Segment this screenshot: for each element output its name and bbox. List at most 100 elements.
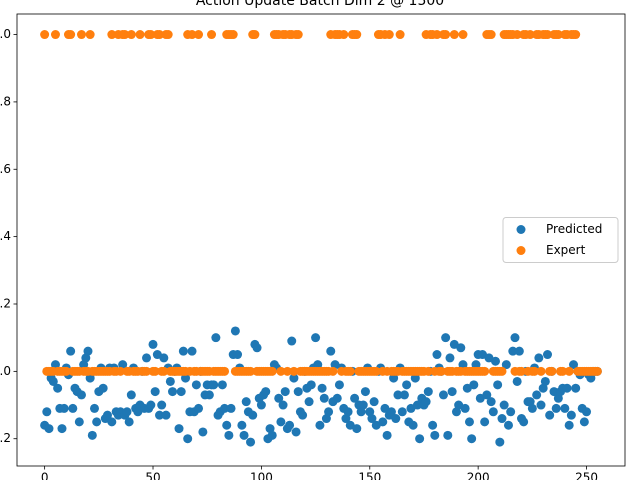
point (226, 403, 236, 413)
point (48, 376, 58, 386)
point (267, 430, 277, 440)
point (447, 387, 457, 397)
point (198, 427, 208, 437)
point (386, 407, 396, 417)
point (547, 366, 557, 376)
legend-marker (516, 246, 526, 255)
legend-marker (516, 225, 526, 234)
point (276, 417, 286, 427)
point (59, 403, 69, 413)
point (159, 353, 169, 363)
point (159, 366, 169, 376)
point (278, 400, 288, 410)
y-tick-label: 0.0 (0, 364, 11, 378)
point (393, 390, 403, 400)
y-tick-label: 0.6 (0, 162, 11, 176)
point (395, 30, 405, 40)
point (92, 417, 102, 427)
point (57, 424, 67, 434)
point (122, 407, 132, 417)
point (87, 430, 97, 440)
point (102, 410, 112, 420)
point (490, 356, 500, 366)
point (174, 424, 184, 434)
point (582, 407, 592, 417)
point (530, 366, 540, 376)
point (207, 30, 217, 40)
point (358, 400, 368, 410)
point (256, 400, 266, 410)
point (510, 333, 520, 343)
point (545, 410, 555, 420)
point (280, 387, 290, 397)
point (566, 410, 576, 420)
point (328, 366, 338, 376)
x-tick-label: 250 (575, 471, 598, 480)
point (415, 434, 425, 444)
point (228, 30, 238, 40)
point (495, 437, 505, 447)
point (482, 390, 492, 400)
point (317, 383, 327, 393)
point (155, 30, 165, 40)
point (53, 383, 63, 393)
chart-title: Action Update Batch Dim 2 @ 1500 (196, 0, 444, 9)
point (178, 346, 188, 356)
point (319, 393, 329, 403)
point (391, 414, 401, 424)
point (276, 366, 286, 376)
point (324, 407, 334, 417)
point (304, 397, 314, 407)
point (334, 380, 344, 390)
point (222, 420, 232, 430)
point (343, 407, 353, 417)
point (183, 434, 193, 444)
point (421, 397, 431, 407)
point (469, 380, 479, 390)
legend-label: Expert (546, 243, 586, 257)
point (564, 420, 574, 430)
y-tick-label: −0.2 (0, 431, 11, 445)
point (161, 410, 171, 420)
point (464, 417, 474, 427)
point (204, 390, 214, 400)
point (467, 434, 477, 444)
point (443, 430, 453, 440)
point (551, 403, 561, 413)
point (146, 400, 156, 410)
point (274, 393, 284, 403)
point (445, 353, 455, 363)
point (66, 346, 76, 356)
point (74, 417, 84, 427)
point (285, 420, 295, 430)
point (76, 390, 86, 400)
point (282, 366, 292, 376)
point (399, 390, 409, 400)
point (536, 400, 546, 410)
point (408, 420, 418, 430)
point (165, 376, 175, 386)
point (61, 366, 71, 376)
point (220, 366, 230, 376)
point (423, 366, 433, 376)
point (486, 30, 496, 40)
point (493, 380, 503, 390)
point (579, 417, 589, 427)
point (367, 414, 377, 424)
x-tick-label: 150 (358, 471, 381, 480)
y-tick-label: 1.0 (0, 27, 11, 41)
point (506, 407, 516, 417)
point (116, 366, 126, 376)
point (315, 420, 325, 430)
point (146, 30, 156, 40)
y-tick-label: 0.8 (0, 94, 11, 108)
point (40, 30, 50, 40)
legend-box (502, 217, 619, 263)
y-tick-label: 0.4 (0, 229, 11, 243)
point (503, 420, 513, 430)
point (428, 420, 438, 430)
point (306, 380, 316, 390)
point (512, 376, 522, 386)
point (239, 430, 249, 440)
point (486, 397, 496, 407)
